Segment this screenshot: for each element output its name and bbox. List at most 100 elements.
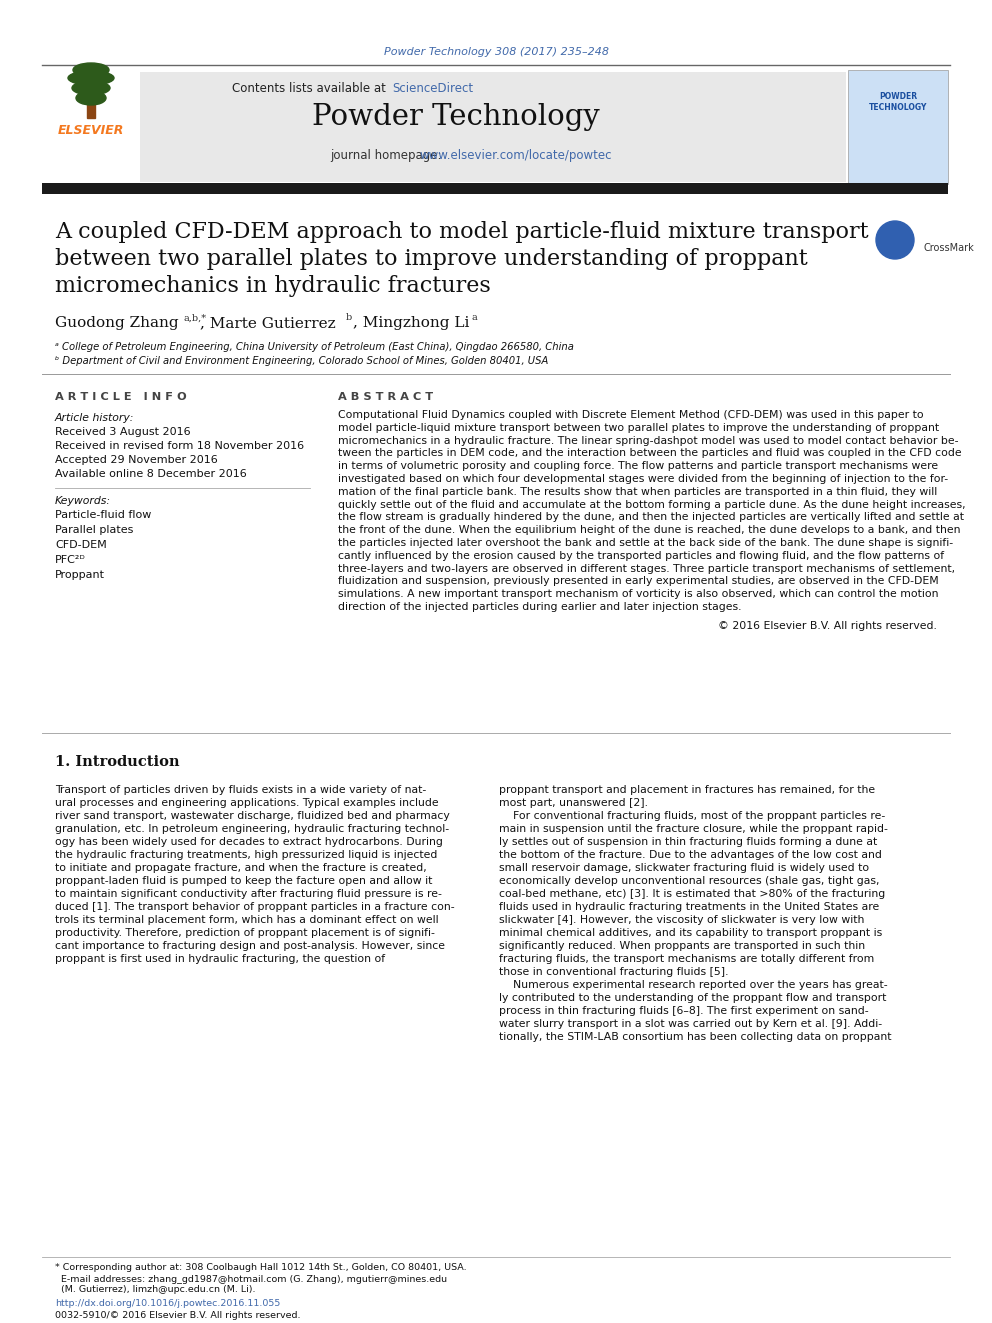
Text: quickly settle out of the fluid and accumulate at the bottom forming a particle : quickly settle out of the fluid and accu…: [338, 500, 965, 509]
Bar: [87, 103, 95, 118]
Text: ELSEVIER: ELSEVIER: [58, 123, 124, 136]
Text: a,b,*: a,b,*: [183, 314, 206, 323]
Text: micromechanics in a hydraulic fracture. The linear spring-dashpot model was used: micromechanics in a hydraulic fracture. …: [338, 435, 958, 446]
Text: Accepted 29 November 2016: Accepted 29 November 2016: [55, 455, 218, 464]
Text: b: b: [346, 314, 352, 323]
Text: cant importance to fracturing design and post-analysis. However, since: cant importance to fracturing design and…: [55, 941, 445, 951]
Ellipse shape: [72, 81, 110, 95]
Text: most part, unanswered [2].: most part, unanswered [2].: [499, 798, 648, 808]
Text: proppant transport and placement in fractures has remained, for the: proppant transport and placement in frac…: [499, 785, 875, 795]
Text: Received in revised form 18 November 2016: Received in revised form 18 November 201…: [55, 441, 305, 451]
Text: significantly reduced. When proppants are transported in such thin: significantly reduced. When proppants ar…: [499, 941, 865, 951]
Text: to maintain significant conductivity after fracturing fluid pressure is re-: to maintain significant conductivity aft…: [55, 889, 441, 900]
Text: minimal chemical additives, and its capability to transport proppant is: minimal chemical additives, and its capa…: [499, 927, 882, 938]
Text: 1. Introduction: 1. Introduction: [55, 755, 180, 769]
Text: , Marte Gutierrez: , Marte Gutierrez: [200, 316, 335, 329]
Text: economically develop unconventional resources (shale gas, tight gas,: economically develop unconventional reso…: [499, 876, 880, 886]
Text: process in thin fracturing fluids [6–8]. The first experiment on sand-: process in thin fracturing fluids [6–8].…: [499, 1005, 869, 1016]
Text: A coupled CFD-DEM approach to model particle-fluid mixture transport: A coupled CFD-DEM approach to model part…: [55, 221, 869, 243]
Text: PFC²ᴰ: PFC²ᴰ: [55, 556, 85, 565]
Ellipse shape: [73, 64, 109, 77]
Text: Computational Fluid Dynamics coupled with Discrete Element Method (CFD-DEM) was : Computational Fluid Dynamics coupled wit…: [338, 410, 924, 419]
Text: POWDER
TECHNOLOGY: POWDER TECHNOLOGY: [869, 91, 928, 112]
Text: * Corresponding author at: 308 Coolbaugh Hall 1012 14th St., Golden, CO 80401, U: * Corresponding author at: 308 Coolbaugh…: [55, 1263, 466, 1273]
Text: Powder Technology: Powder Technology: [312, 103, 600, 131]
Text: simulations. A new important transport mechanism of vorticity is also observed, : simulations. A new important transport m…: [338, 589, 938, 599]
Text: ly settles out of suspension in thin fracturing fluids forming a dune at: ly settles out of suspension in thin fra…: [499, 837, 877, 847]
Text: ogy has been widely used for decades to extract hydrocarbons. During: ogy has been widely used for decades to …: [55, 837, 442, 847]
Text: proppant-laden fluid is pumped to keep the facture open and allow it: proppant-laden fluid is pumped to keep t…: [55, 876, 433, 886]
Text: the hydraulic fracturing treatments, high pressurized liquid is injected: the hydraulic fracturing treatments, hig…: [55, 849, 437, 860]
Text: between two parallel plates to improve understanding of proppant: between two parallel plates to improve u…: [55, 247, 807, 270]
Text: Powder Technology 308 (2017) 235–248: Powder Technology 308 (2017) 235–248: [384, 48, 608, 57]
Text: Guodong Zhang: Guodong Zhang: [55, 316, 179, 329]
Text: main in suspension until the fracture closure, while the proppant rapid-: main in suspension until the fracture cl…: [499, 824, 888, 833]
Text: fluidization and suspension, previously presented in early experimental studies,: fluidization and suspension, previously …: [338, 577, 938, 586]
Text: trols its terminal placement form, which has a dominant effect on well: trols its terminal placement form, which…: [55, 916, 438, 925]
Text: the flow stream is gradually hindered by the dune, and then the injected particl: the flow stream is gradually hindered by…: [338, 512, 964, 523]
Text: direction of the injected particles during earlier and later injection stages.: direction of the injected particles duri…: [338, 602, 741, 613]
Text: fluids used in hydraulic fracturing treatments in the United States are: fluids used in hydraulic fracturing trea…: [499, 902, 879, 912]
Text: Transport of particles driven by fluids exists in a wide variety of nat-: Transport of particles driven by fluids …: [55, 785, 427, 795]
Text: Particle-fluid flow: Particle-fluid flow: [55, 509, 152, 520]
Text: the front of the dune. When the equilibrium height of the dune is reached, the d: the front of the dune. When the equilibr…: [338, 525, 960, 536]
Text: ᵃ College of Petroleum Engineering, China University of Petroleum (East China), : ᵃ College of Petroleum Engineering, Chin…: [55, 343, 574, 352]
Text: slickwater [4]. However, the viscosity of slickwater is very low with: slickwater [4]. However, the viscosity o…: [499, 916, 864, 925]
Text: ly contributed to the understanding of the proppant flow and transport: ly contributed to the understanding of t…: [499, 994, 887, 1003]
Text: small reservoir damage, slickwater fracturing fluid is widely used to: small reservoir damage, slickwater fract…: [499, 863, 869, 873]
Text: the bottom of the fracture. Due to the advantages of the low cost and: the bottom of the fracture. Due to the a…: [499, 849, 882, 860]
Text: coal-bed methane, etc) [3]. It is estimated that >80% of the fracturing: coal-bed methane, etc) [3]. It is estima…: [499, 889, 885, 900]
Text: model particle-liquid mixture transport between two parallel plates to improve t: model particle-liquid mixture transport …: [338, 423, 939, 433]
Text: Parallel plates: Parallel plates: [55, 525, 133, 534]
Text: (M. Gutierrez), limzh@upc.edu.cn (M. Li).: (M. Gutierrez), limzh@upc.edu.cn (M. Li)…: [55, 1286, 256, 1294]
Text: cantly influenced by the erosion caused by the transported particles and flowing: cantly influenced by the erosion caused …: [338, 550, 944, 561]
Text: Article history:: Article history:: [55, 413, 134, 423]
Text: For conventional fracturing fluids, most of the proppant particles re-: For conventional fracturing fluids, most…: [499, 811, 885, 822]
Text: A R T I C L E   I N F O: A R T I C L E I N F O: [55, 392, 186, 402]
FancyBboxPatch shape: [42, 183, 948, 194]
Text: ural processes and engineering applications. Typical examples include: ural processes and engineering applicati…: [55, 798, 438, 808]
Text: tionally, the STIM-LAB consortium has been collecting data on proppant: tionally, the STIM-LAB consortium has be…: [499, 1032, 892, 1043]
Text: to initiate and propagate fracture, and when the fracture is created,: to initiate and propagate fracture, and …: [55, 863, 427, 873]
Text: http://dx.doi.org/10.1016/j.powtec.2016.11.055: http://dx.doi.org/10.1016/j.powtec.2016.…: [55, 1299, 281, 1308]
Text: +: +: [885, 228, 906, 251]
Text: 0032-5910/© 2016 Elsevier B.V. All rights reserved.: 0032-5910/© 2016 Elsevier B.V. All right…: [55, 1311, 301, 1319]
Text: A B S T R A C T: A B S T R A C T: [338, 392, 434, 402]
FancyBboxPatch shape: [42, 71, 140, 183]
Text: investigated based on which four developmental stages were divided from the begi: investigated based on which four develop…: [338, 474, 948, 484]
Text: CFD-DEM: CFD-DEM: [55, 540, 107, 550]
Text: those in conventional fracturing fluids [5].: those in conventional fracturing fluids …: [499, 967, 728, 976]
Ellipse shape: [76, 91, 106, 105]
Circle shape: [876, 221, 914, 259]
Text: micromechanics in hydraulic fractures: micromechanics in hydraulic fractures: [55, 275, 491, 296]
Text: water slurry transport in a slot was carried out by Kern et al. [9]. Addi-: water slurry transport in a slot was car…: [499, 1019, 882, 1029]
Text: , Mingzhong Li: , Mingzhong Li: [353, 316, 469, 329]
Text: E-mail addresses: zhang_gd1987@hotmail.com (G. Zhang), mgutierr@mines.edu: E-mail addresses: zhang_gd1987@hotmail.c…: [55, 1274, 447, 1283]
Text: ᵇ Department of Civil and Environment Engineering, Colorado School of Mines, Gol: ᵇ Department of Civil and Environment En…: [55, 356, 549, 366]
Text: a: a: [472, 314, 478, 323]
FancyBboxPatch shape: [848, 70, 948, 184]
Text: Numerous experimental research reported over the years has great-: Numerous experimental research reported …: [499, 980, 888, 990]
FancyBboxPatch shape: [78, 71, 846, 183]
Text: river sand transport, wastewater discharge, fluidized bed and pharmacy: river sand transport, wastewater dischar…: [55, 811, 449, 822]
Text: in terms of volumetric porosity and coupling force. The flow patterns and partic: in terms of volumetric porosity and coup…: [338, 462, 938, 471]
Text: granulation, etc. In petroleum engineering, hydraulic fracturing technol-: granulation, etc. In petroleum engineeri…: [55, 824, 449, 833]
Text: mation of the final particle bank. The results show that when particles are tran: mation of the final particle bank. The r…: [338, 487, 937, 497]
Text: duced [1]. The transport behavior of proppant particles in a fracture con-: duced [1]. The transport behavior of pro…: [55, 902, 454, 912]
Text: the particles injected later overshoot the bank and settle at the back side of t: the particles injected later overshoot t…: [338, 538, 953, 548]
Text: Received 3 August 2016: Received 3 August 2016: [55, 427, 190, 437]
Text: Keywords:: Keywords:: [55, 496, 111, 505]
Text: Proppant: Proppant: [55, 570, 105, 579]
Text: productivity. Therefore, prediction of proppant placement is of signifi-: productivity. Therefore, prediction of p…: [55, 927, 434, 938]
Text: three-layers and two-layers are observed in different stages. Three particle tra: three-layers and two-layers are observed…: [338, 564, 955, 574]
Text: journal homepage:: journal homepage:: [330, 148, 445, 161]
Text: CrossMark: CrossMark: [923, 243, 974, 253]
Text: fracturing fluids, the transport mechanisms are totally different from: fracturing fluids, the transport mechani…: [499, 954, 874, 964]
Text: ScienceDirect: ScienceDirect: [392, 82, 473, 94]
Text: Available online 8 December 2016: Available online 8 December 2016: [55, 468, 247, 479]
Text: © 2016 Elsevier B.V. All rights reserved.: © 2016 Elsevier B.V. All rights reserved…: [718, 620, 937, 631]
Text: www.elsevier.com/locate/powtec: www.elsevier.com/locate/powtec: [420, 148, 612, 161]
Ellipse shape: [68, 71, 114, 85]
Text: Contents lists available at: Contents lists available at: [232, 82, 390, 94]
Text: tween the particles in DEM code, and the interaction between the particles and f: tween the particles in DEM code, and the…: [338, 448, 961, 458]
